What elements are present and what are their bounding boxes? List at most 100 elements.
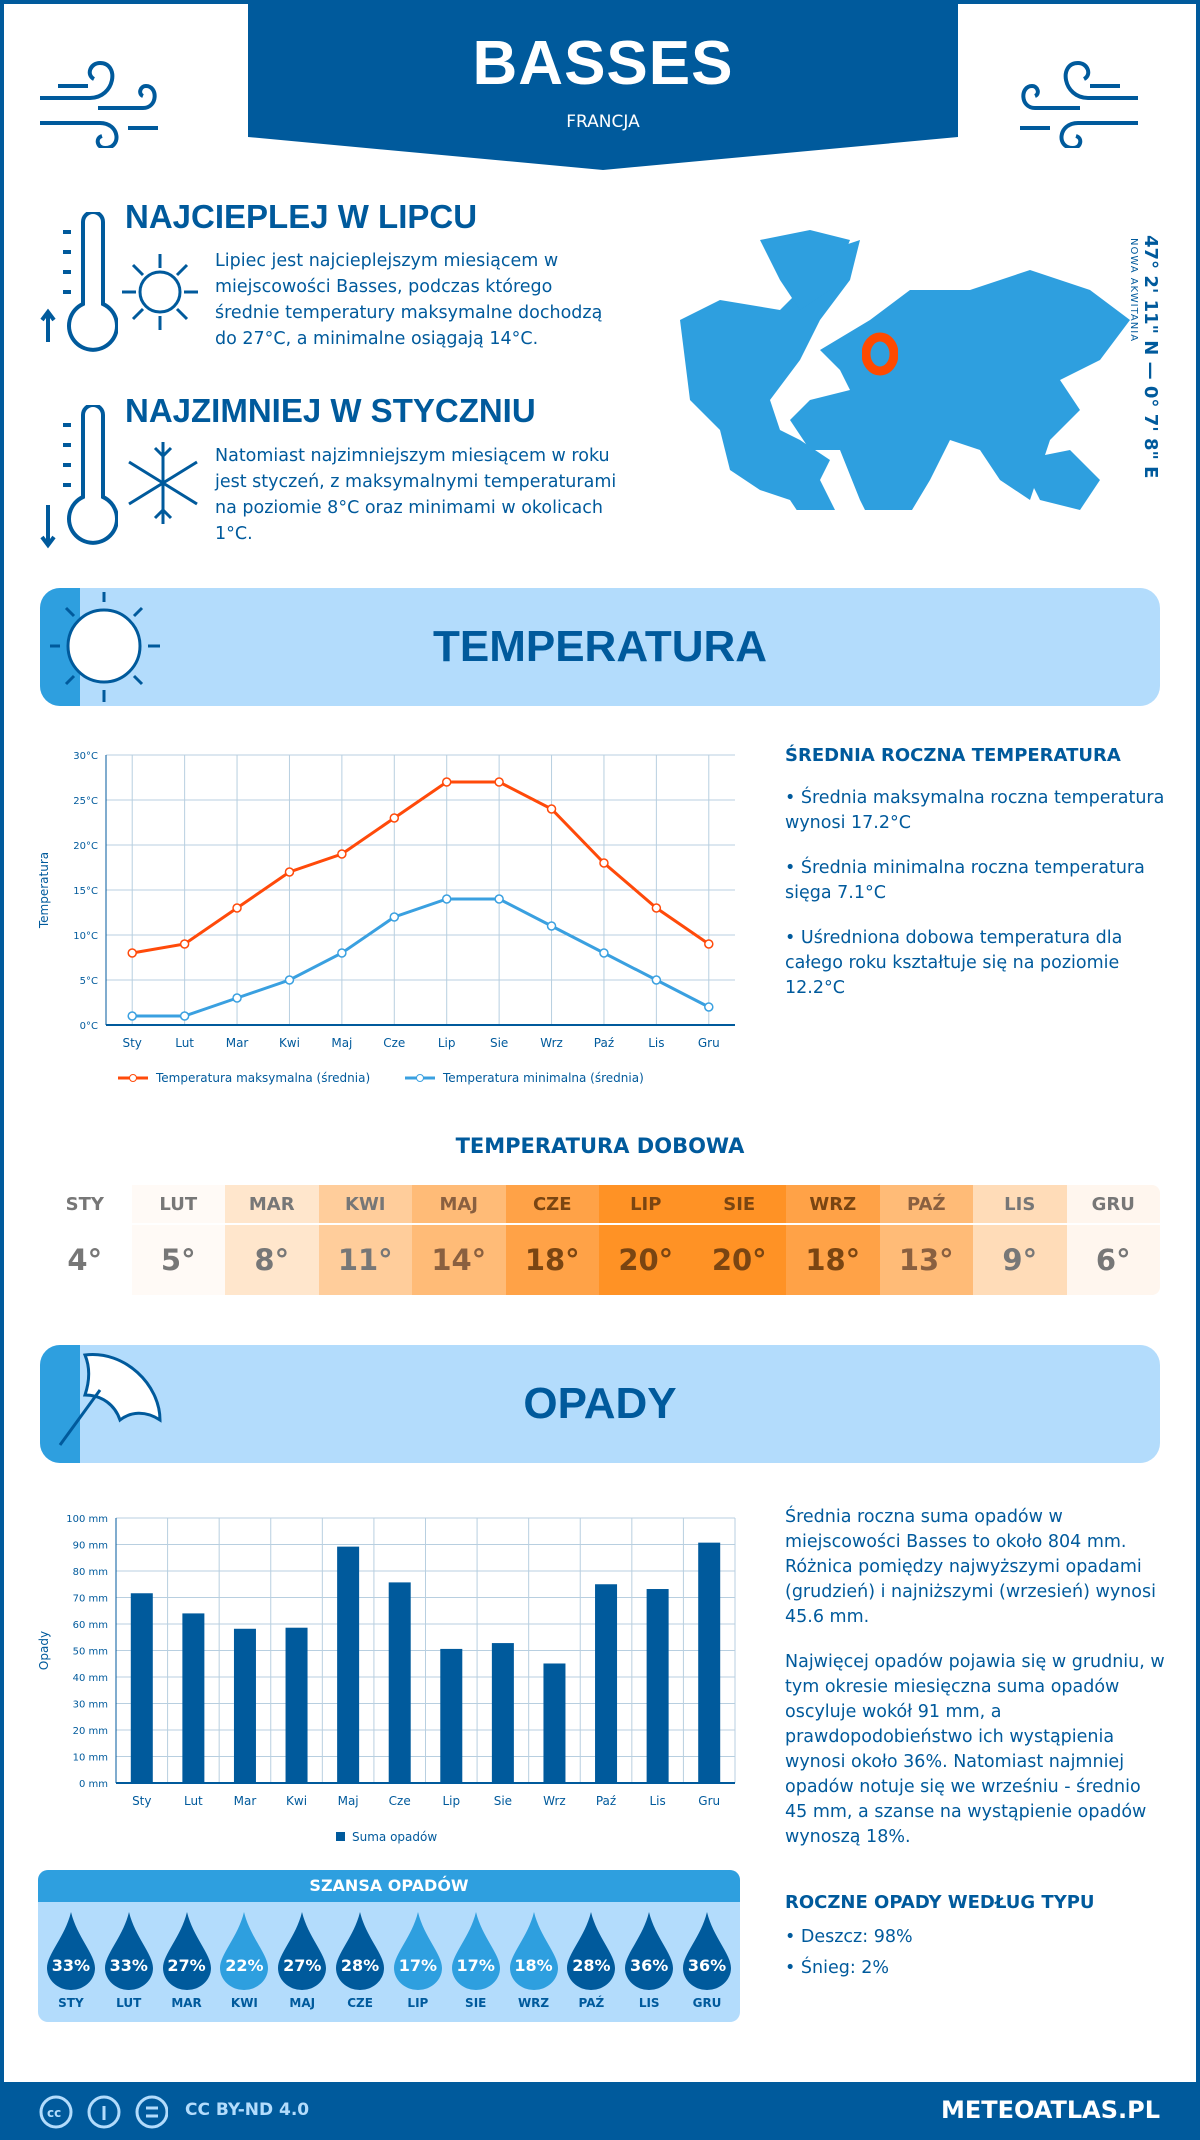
x-tick-label: Gru (698, 1036, 720, 1050)
month-label: KWI (230, 1996, 258, 2010)
world-map (680, 230, 1130, 510)
y-tick-label: 100 mm (66, 1514, 108, 1525)
bar (491, 1643, 514, 1783)
warm-title: NAJCIEPLEJ W LIPCU (125, 198, 478, 235)
chance-item: 28% PAŹ (562, 1912, 620, 2010)
x-tick-label: Cze (383, 1036, 405, 1050)
data-point (494, 777, 504, 787)
bar (595, 1584, 618, 1783)
month-label: SIE (465, 1996, 487, 2010)
country-label: FRANCJA (566, 112, 640, 132)
chance-item: 28% CZE (331, 1912, 389, 2010)
month-label: LIS (973, 1185, 1067, 1225)
data-point (337, 948, 347, 958)
x-tick-label: Lut (184, 1794, 203, 1808)
bar (130, 1593, 153, 1783)
temperature-section-title: TEMPERATURA (432, 622, 768, 671)
svg-text:cc: cc (47, 2106, 61, 2120)
y-tick-label: 50 mm (73, 1647, 108, 1658)
footer: cc CC BY-ND 4.0 METEOATLAS.PL (0, 2082, 1200, 2140)
bar (698, 1542, 721, 1783)
legend-marker (416, 1074, 424, 1082)
raindrop-icon (509, 1912, 558, 1990)
data-point (704, 939, 714, 949)
daily-temp-value: 18° (805, 1243, 861, 1277)
chance-item: 36% LIS (620, 1912, 678, 2010)
raindrop-icon (625, 1912, 674, 1990)
chance-value: 22% (225, 1956, 264, 1975)
chance-item: 22% KWI (215, 1912, 273, 2010)
month-label: CZE (347, 1996, 373, 2010)
month-label: MAJ (289, 1996, 316, 2010)
precip-type-item: • Śnieg: 2% (785, 1958, 890, 1978)
chance-value: 33% (51, 1956, 91, 1975)
umbrella-rain-icon (58, 1353, 162, 1446)
y-tick-label: 40 mm (73, 1673, 108, 1684)
precipitation-chance: SZANSA OPADÓW 33% STY 33% LUT 27% MAR 22% KWI 27… (38, 1870, 740, 2022)
temperature-summary: ŚREDNIA ROCZNA TEMPERATURA • Średnia mak… (785, 745, 1165, 1021)
chance-value: 28% (340, 1956, 380, 1975)
data-point (337, 849, 347, 859)
temperature-chart: 0°C 5°C 10°C 15°C 20°C 25°C 30°C Sty Lut Mar Kwi Ma… (37, 751, 735, 1085)
x-tick-label: Sie (490, 1036, 508, 1050)
license-label: CC BY-ND 4.0 (185, 2100, 310, 2120)
chance-item: 18% WRZ (505, 1912, 563, 2010)
daily-temp-value: 20° (711, 1243, 767, 1277)
chance-value: 33% (109, 1956, 148, 1975)
y-tick-label: 30 mm (73, 1700, 108, 1711)
warm-text: Lipiec jest najcieplejszym miesiącem w m… (215, 251, 603, 349)
precipitation-chart: 0 mm 10 mm 20 mm 30 mm 40 mm 50 mm 60 mm 70 mm 8… (37, 1514, 736, 1844)
y-tick-label: 30°C (73, 751, 98, 762)
chance-value: 18% (514, 1956, 553, 1975)
x-tick-label: Sie (494, 1794, 512, 1808)
x-tick-label: Gru (698, 1794, 720, 1808)
month-label: KWI (318, 1185, 412, 1225)
daily-temp-value: 11° (337, 1243, 393, 1277)
x-tick-label: Lis (649, 1794, 665, 1808)
bar (182, 1613, 205, 1783)
site-link[interactable]: METEOATLAS.PL (940, 2096, 1160, 2124)
month-label: LUT (116, 1996, 142, 2010)
month-label: LIS (638, 1996, 660, 2010)
daily-temp-cell: KWI 11° (318, 1185, 412, 1295)
series-line (132, 897, 710, 1018)
legend-label: Temperatura minimalna (średnia) (442, 1071, 644, 1085)
precip-type-title: ROCZNE OPADY WEDŁUG TYPU (785, 1892, 1095, 1913)
x-tick-label: Lis (648, 1036, 664, 1050)
page-title: BASSES (472, 29, 734, 98)
month-label: LIP (599, 1185, 693, 1225)
summary-item: • Uśredniona dobowa temperatura dla całe… (785, 928, 1123, 998)
chance-item: 33% STY (42, 1912, 100, 2010)
y-tick-label: 10°C (73, 931, 98, 942)
month-label: LIP (407, 1996, 429, 2010)
x-tick-label: Lip (438, 1036, 456, 1050)
x-tick-label: Kwi (286, 1794, 307, 1808)
raindrop-icon (567, 1912, 616, 1990)
y-tick-label: 20 mm (73, 1726, 108, 1737)
month-label: MAR (225, 1185, 319, 1225)
y-axis-label: Opady (37, 1631, 51, 1670)
raindrop-icon (278, 1912, 327, 1990)
data-point (494, 894, 504, 904)
x-tick-label: Lip (442, 1794, 460, 1808)
month-label: WRZ (786, 1185, 880, 1225)
month-label: LUT (131, 1185, 225, 1225)
data-point (127, 1011, 137, 1021)
month-label: GRU (1066, 1185, 1160, 1225)
chance-item: 17% LIP (389, 1912, 447, 2010)
daily-temperature-title: TEMPERATURA DOBOWA (455, 1134, 745, 1158)
y-tick-label: 10 mm (73, 1753, 108, 1764)
data-point (127, 948, 137, 958)
summary-item: • Średnia maksymalna roczna temperatura … (785, 788, 1165, 833)
raindrop-icon (162, 1912, 211, 1990)
month-label: WRZ (517, 1996, 550, 2010)
daily-temp-cell: MAR 8° (225, 1185, 319, 1295)
chance-item: 27% MAR (158, 1912, 216, 2010)
x-tick-label: Wrz (543, 1794, 566, 1808)
raindrop-icon (683, 1912, 732, 1990)
y-tick-label: 15°C (73, 886, 98, 897)
chance-item: 17% SIE (447, 1912, 505, 2010)
thermometer-cold-icon (40, 405, 118, 549)
x-tick-label: Mar (234, 1794, 257, 1808)
summary-item: • Średnia minimalna roczna temperatura s… (785, 858, 1145, 903)
